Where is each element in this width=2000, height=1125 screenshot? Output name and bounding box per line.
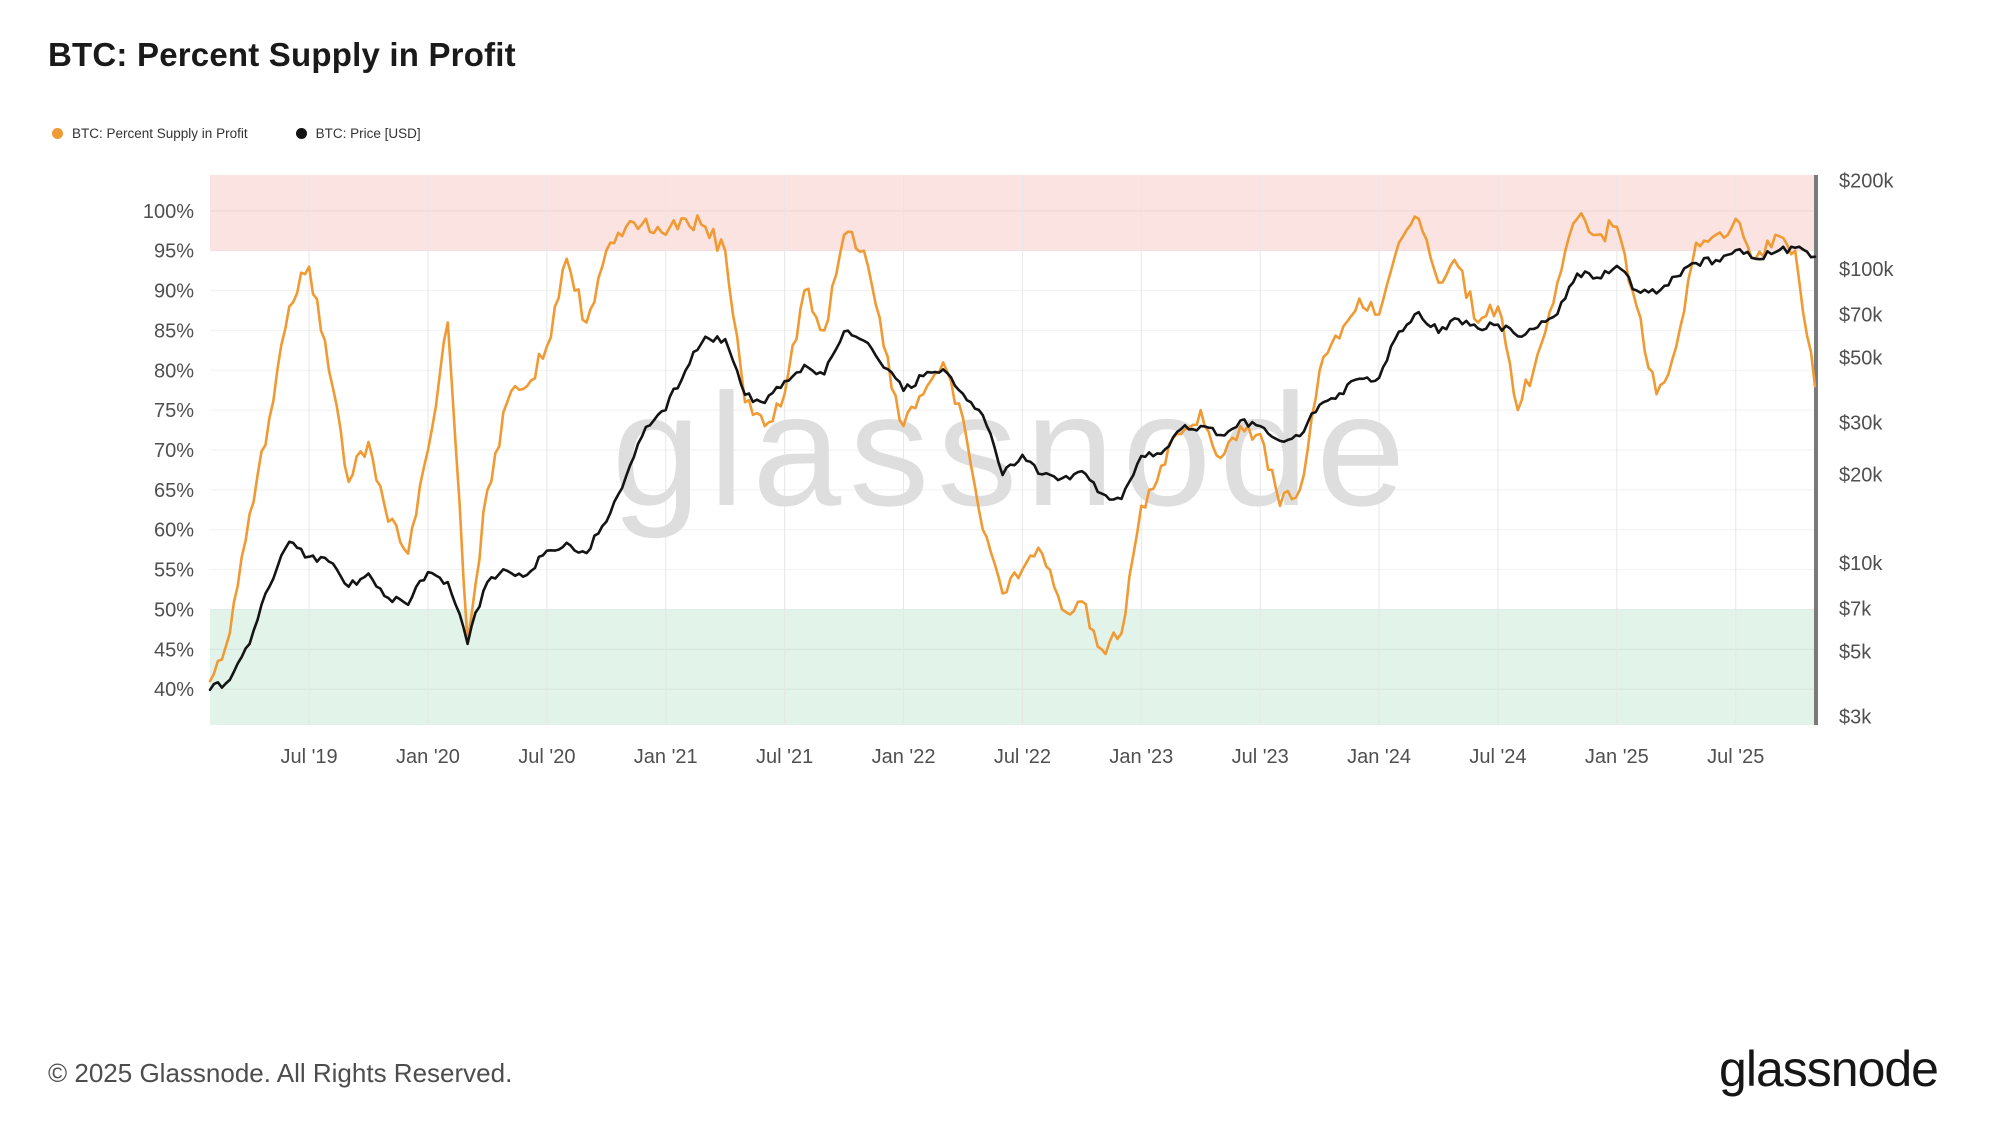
legend-item-supply-in-profit[interactable]: BTC: Percent Supply in Profit (52, 126, 248, 141)
svg-text:Jul '19: Jul '19 (280, 746, 337, 768)
svg-text:Jan '25: Jan '25 (1585, 746, 1649, 768)
svg-text:Jul '24: Jul '24 (1469, 746, 1526, 768)
svg-text:$5k: $5k (1839, 641, 1872, 663)
svg-text:Jul '20: Jul '20 (518, 746, 575, 768)
svg-text:Jul '21: Jul '21 (756, 746, 813, 768)
legend-item-price[interactable]: BTC: Price [USD] (295, 126, 421, 141)
svg-text:Jan '21: Jan '21 (634, 746, 698, 768)
svg-text:$7k: $7k (1839, 598, 1872, 620)
svg-text:Jan '23: Jan '23 (1109, 746, 1173, 768)
glassnode-logo[interactable]: glassnode (1719, 1041, 1939, 1097)
svg-text:$10k: $10k (1839, 553, 1883, 575)
page-title: BTC: Percent Supply in Profit (48, 36, 516, 73)
svg-text:50%: 50% (154, 599, 194, 621)
svg-text:90%: 90% (154, 281, 194, 303)
svg-text:Jan '24: Jan '24 (1347, 746, 1411, 768)
svg-text:40%: 40% (154, 679, 194, 701)
svg-text:$20k: $20k (1839, 464, 1883, 486)
svg-text:60%: 60% (154, 520, 194, 542)
svg-text:80%: 80% (154, 360, 194, 382)
svg-text:85%: 85% (154, 320, 194, 342)
svg-text:Jul '23: Jul '23 (1232, 746, 1289, 768)
copyright-text: © 2025 Glassnode. All Rights Reserved. (48, 1058, 513, 1088)
svg-text:65%: 65% (154, 480, 194, 502)
series-btc-price (208, 245, 1817, 692)
legend-label-supply: BTC: Percent Supply in Profit (72, 126, 248, 141)
svg-text:Jul '22: Jul '22 (994, 746, 1051, 768)
svg-text:$50k: $50k (1839, 347, 1883, 369)
svg-text:95%: 95% (154, 241, 194, 263)
svg-text:Jan '22: Jan '22 (872, 746, 936, 768)
legend-dot-price-icon (295, 128, 307, 139)
svg-text:$100k: $100k (1839, 259, 1894, 281)
series-percent-supply-in-profit (208, 211, 1817, 683)
svg-text:$70k: $70k (1839, 304, 1883, 326)
watermark-glassnode: glassnode (612, 360, 1413, 539)
svg-text:Jan '20: Jan '20 (396, 746, 460, 768)
legend-dot-supply-icon (52, 128, 63, 139)
legend-label-price: BTC: Price [USD] (315, 126, 421, 141)
chart-legend: BTC: Percent Supply in Profit BTC: Price… (52, 126, 421, 141)
svg-text:75%: 75% (154, 400, 194, 422)
svg-text:100%: 100% (143, 201, 194, 223)
svg-text:$3k: $3k (1839, 707, 1872, 729)
svg-text:70%: 70% (154, 440, 194, 462)
svg-text:Jul '25: Jul '25 (1707, 746, 1764, 768)
svg-text:45%: 45% (154, 639, 194, 661)
svg-text:55%: 55% (154, 560, 194, 582)
svg-text:$30k: $30k (1839, 413, 1883, 435)
svg-text:$200k: $200k (1839, 170, 1894, 192)
